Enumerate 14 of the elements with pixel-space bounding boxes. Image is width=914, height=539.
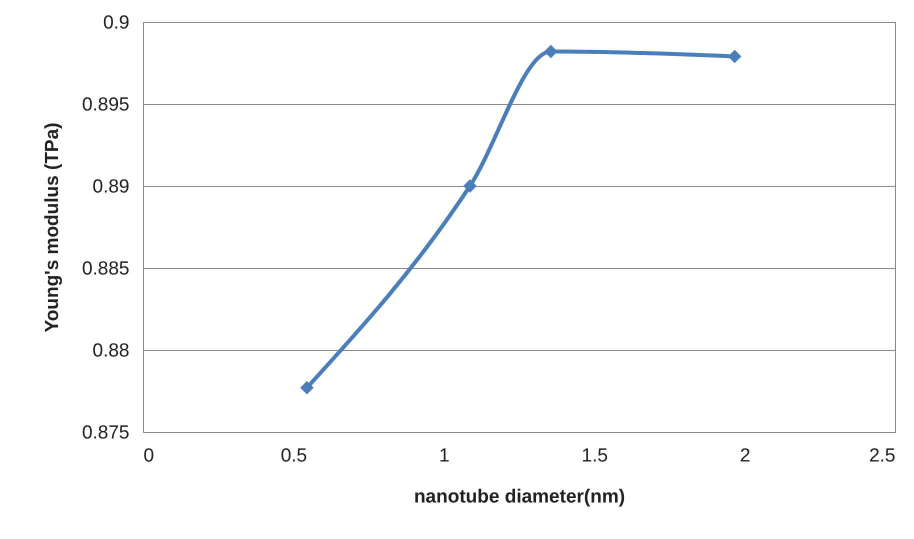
- x-tick-label: 1.5: [581, 446, 608, 466]
- x-tick-label: 2.5: [869, 446, 896, 466]
- y-axis-title: Young's modulus (TPa): [42, 122, 63, 332]
- x-tick-label: 2: [740, 446, 750, 466]
- y-tick-label: 0.895: [82, 94, 130, 116]
- y-tick-label: 0.89: [92, 176, 130, 198]
- x-tick-label: 1: [439, 446, 450, 466]
- y-tick-label: 0.875: [82, 422, 130, 444]
- y-tick-label: 0.885: [82, 258, 130, 280]
- y-tick-label: 0.9: [103, 12, 130, 34]
- x-tick-label: 0.5: [280, 446, 308, 466]
- y-tick-label: 0.88: [92, 340, 130, 362]
- x-axis-title: nanotube diameter(nm): [414, 486, 626, 508]
- x-tick-label: 0: [144, 446, 154, 466]
